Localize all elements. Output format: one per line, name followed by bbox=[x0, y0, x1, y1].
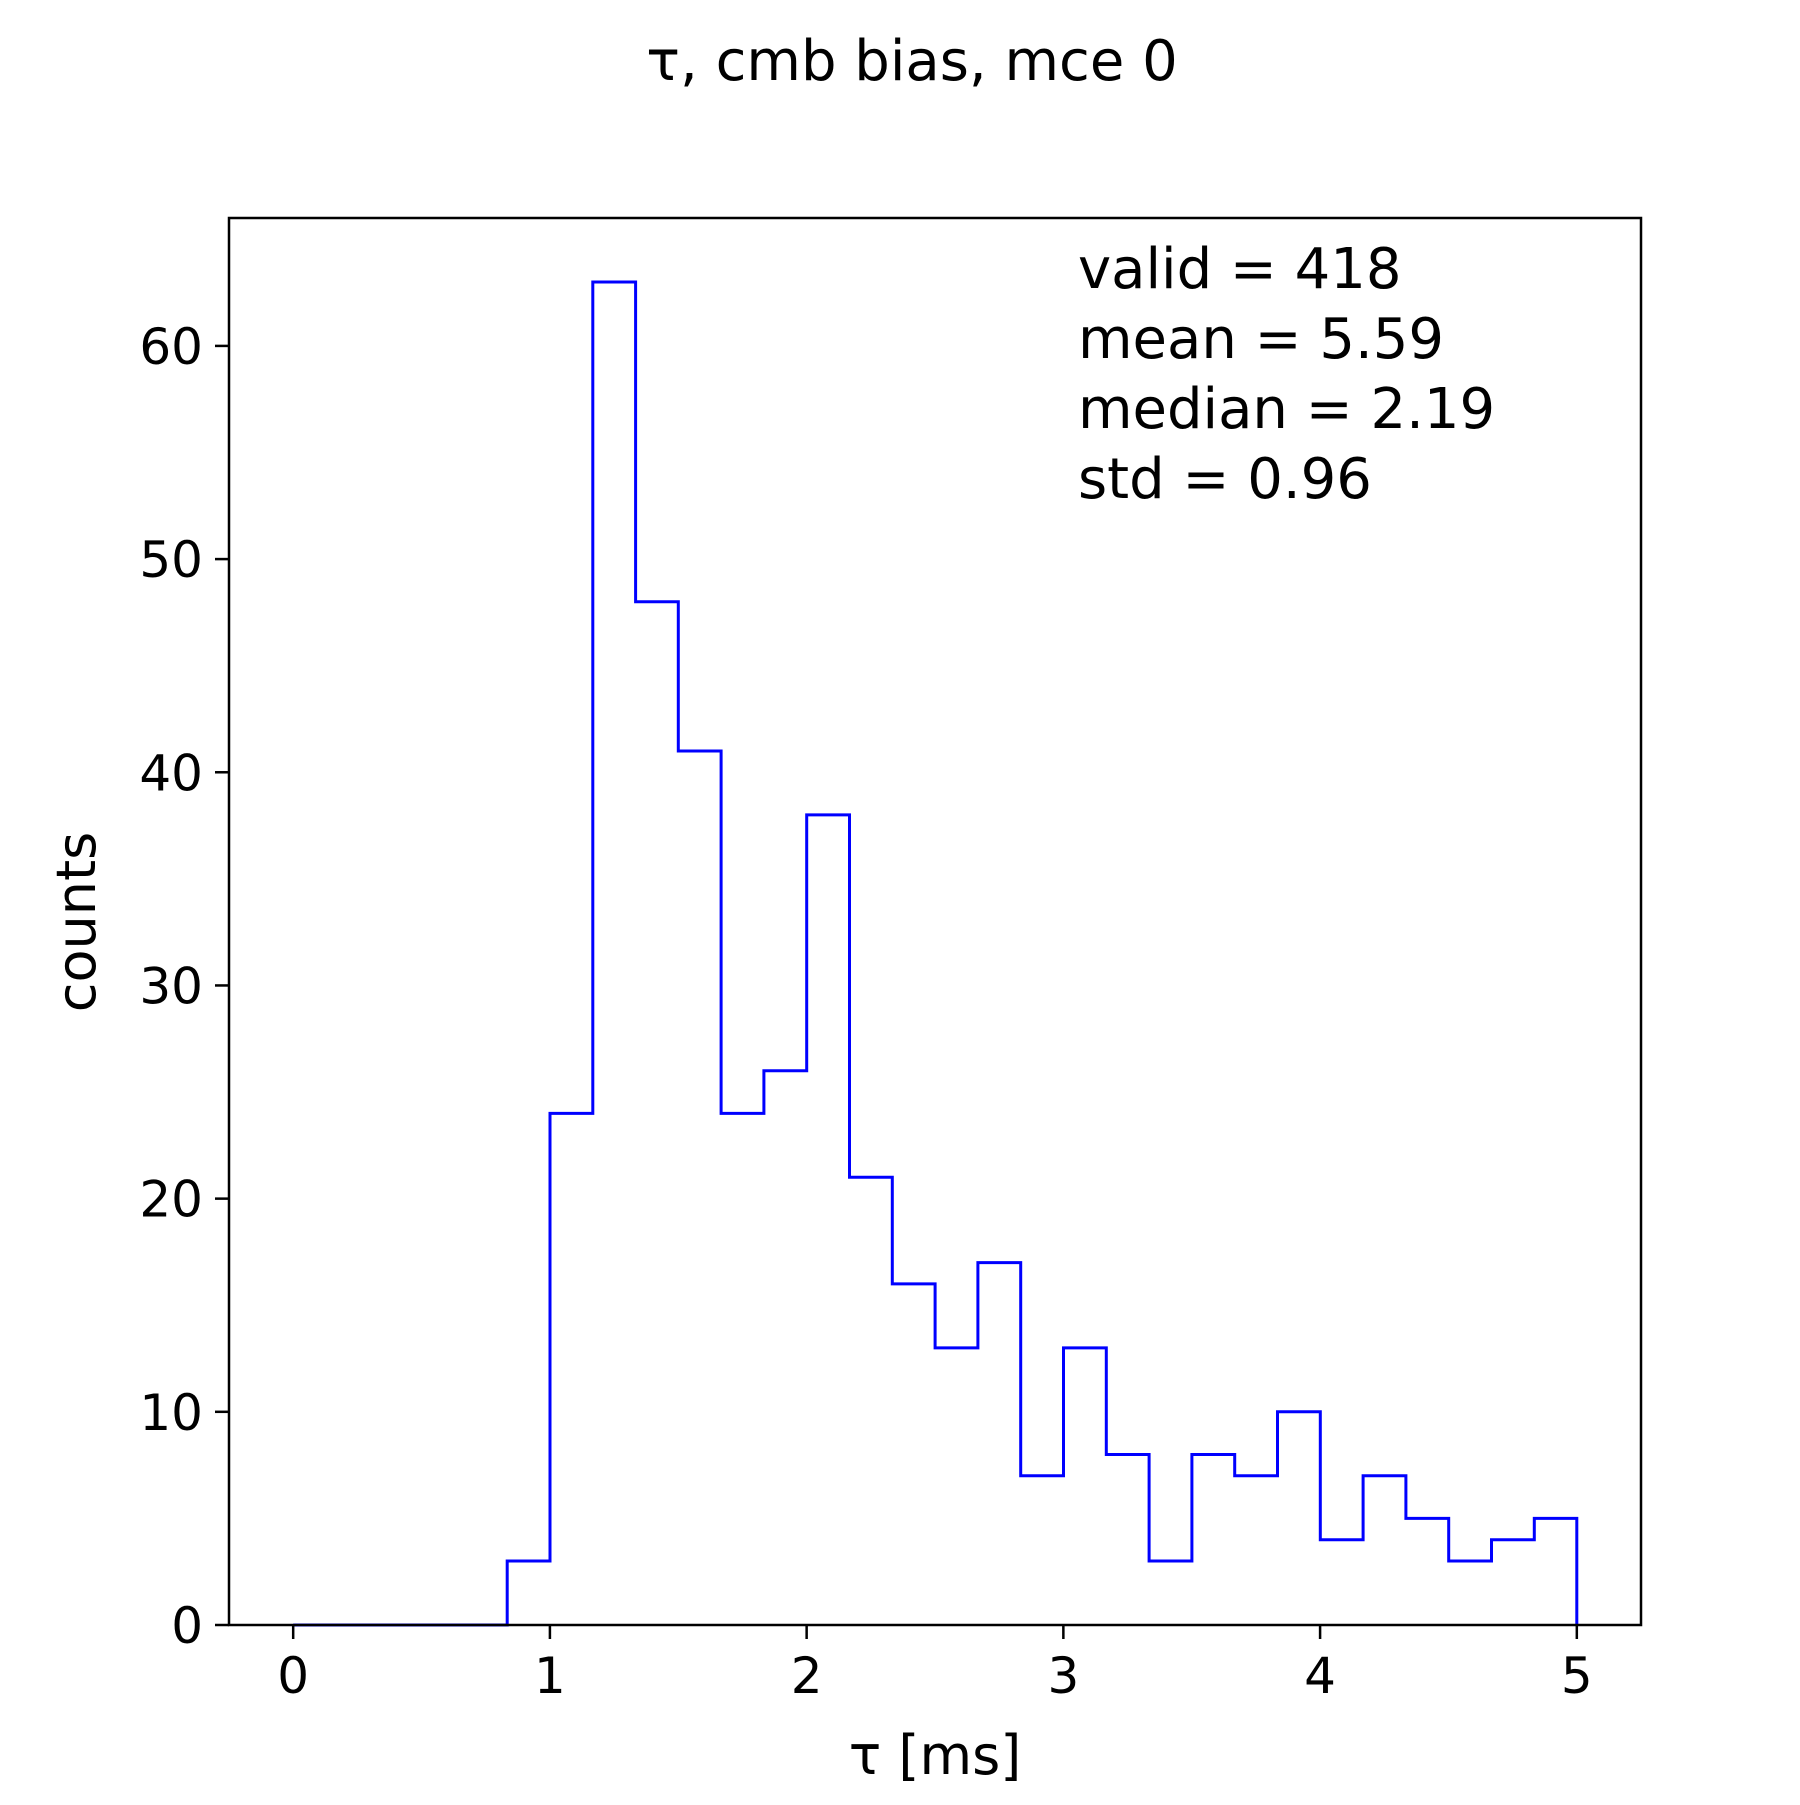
y-tick-label: 50 bbox=[139, 531, 203, 589]
x-axis-ticks: 0 1 2 3 4 5 bbox=[277, 1625, 1593, 1705]
y-axis-label: counts bbox=[45, 832, 108, 1012]
stats-median: median = 2.19 bbox=[1078, 377, 1495, 442]
stats-mean: mean = 5.59 bbox=[1078, 307, 1444, 372]
y-tick-label: 0 bbox=[171, 1597, 203, 1655]
stats-valid: valid = 418 bbox=[1078, 237, 1402, 302]
y-tick-label: 60 bbox=[139, 318, 203, 376]
y-axis-ticks: 0 10 20 30 40 50 60 bbox=[139, 318, 229, 1655]
y-tick-label: 30 bbox=[139, 957, 203, 1015]
x-axis-label: τ [ms] bbox=[849, 1724, 1022, 1787]
y-tick-label: 40 bbox=[139, 744, 203, 802]
x-tick-label: 5 bbox=[1561, 1647, 1593, 1705]
plot-area: 0 1 2 3 4 5 0 10 20 30 40 50 60 bbox=[139, 216, 1643, 1705]
x-tick-label: 4 bbox=[1304, 1647, 1336, 1705]
y-tick-label: 20 bbox=[139, 1171, 203, 1229]
chart-title: τ, cmb bias, mce 0 bbox=[646, 29, 1177, 94]
stats-annotation: valid = 418 mean = 5.59 median = 2.19 st… bbox=[1078, 237, 1495, 512]
x-tick-label: 2 bbox=[791, 1647, 823, 1705]
plot-frame bbox=[227, 216, 1643, 1627]
x-tick-label: 0 bbox=[277, 1647, 309, 1705]
y-tick-label: 10 bbox=[139, 1384, 203, 1442]
x-tick-label: 3 bbox=[1047, 1647, 1079, 1705]
stats-std: std = 0.96 bbox=[1078, 447, 1372, 512]
histogram-step-line bbox=[293, 280, 1579, 1627]
x-tick-label: 1 bbox=[534, 1647, 566, 1705]
